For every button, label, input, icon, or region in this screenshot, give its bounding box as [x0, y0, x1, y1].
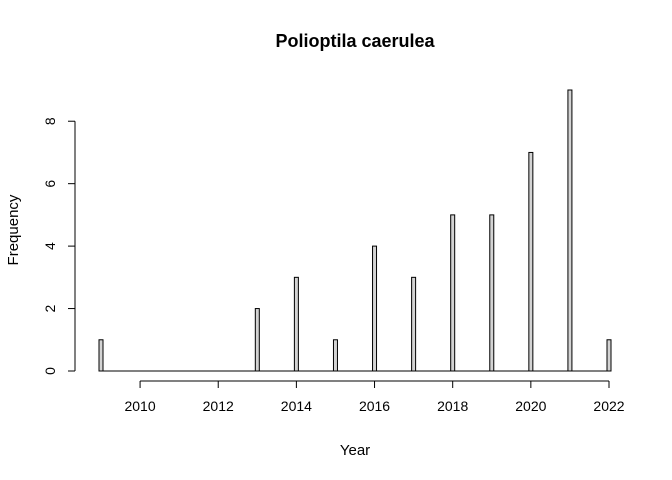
- bar-2018: [450, 214, 456, 372]
- x-tick-label-2020: 2020: [515, 398, 546, 414]
- bar-2013: [254, 308, 260, 372]
- x-axis-label: Year: [340, 442, 370, 459]
- x-axis: 2010 2012 2014 2016 2018 2020 2022: [124, 380, 625, 414]
- y-tick-label-2: 2: [42, 304, 58, 312]
- y-axis: 0 2 4 6 8: [42, 117, 76, 375]
- y-axis-label: Frequency: [5, 194, 22, 265]
- bars-group: [98, 89, 612, 372]
- y-tick-label-0: 0: [42, 367, 58, 375]
- bar-2016: [372, 245, 378, 372]
- chart-title: Polioptila caerulea: [275, 31, 435, 51]
- y-tick-label-8: 8: [42, 117, 58, 125]
- x-tick-label-2018: 2018: [437, 398, 468, 414]
- y-tick-label-6: 6: [42, 180, 58, 188]
- bar-2022: [606, 339, 612, 372]
- y-tick-label-4: 4: [42, 242, 58, 250]
- bar-2020: [528, 151, 534, 372]
- x-tick-label-2014: 2014: [281, 398, 312, 414]
- x-tick-label-2022: 2022: [593, 398, 624, 414]
- bar-2014: [293, 276, 299, 372]
- bar-2009: [98, 339, 104, 372]
- x-tick-label-2012: 2012: [203, 398, 234, 414]
- x-tick-label-2016: 2016: [359, 398, 390, 414]
- bar-2015: [332, 339, 338, 372]
- x-tick-label-2010: 2010: [124, 398, 155, 414]
- bar-2019: [489, 214, 495, 372]
- bar-2021: [567, 89, 573, 372]
- bar-2017: [411, 276, 417, 372]
